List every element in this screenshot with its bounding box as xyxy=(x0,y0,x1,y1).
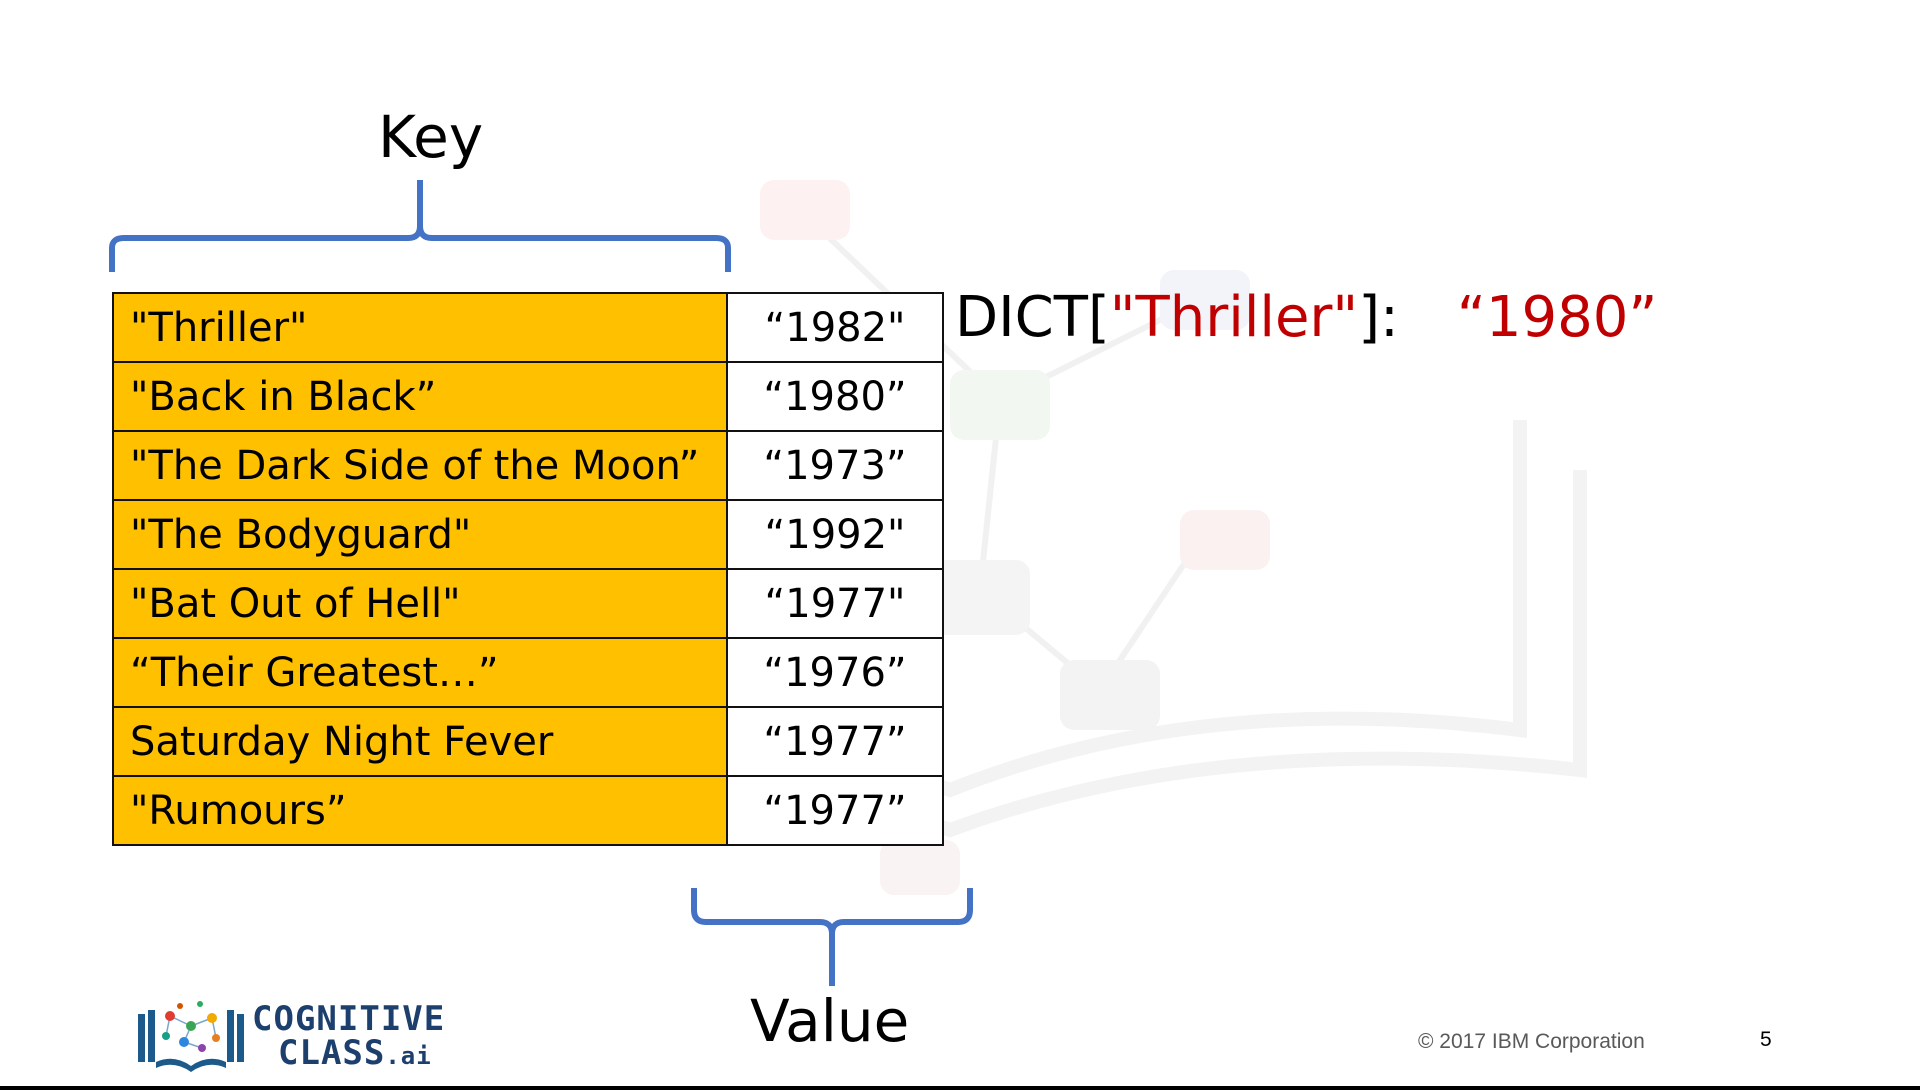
table-row: "The Bodyguard" “1992" xyxy=(112,499,944,570)
open-book-network-icon xyxy=(138,1001,244,1072)
key-cell: "Rumours” xyxy=(112,775,728,846)
dictionary-table: "Thriller" “1982" "Back in Black” “1980” "Th… xyxy=(112,292,944,846)
expression-key: "Thriller" xyxy=(1109,285,1359,350)
table-row: "The Dark Side of the Moon” “1973” xyxy=(112,430,944,501)
logo-line-1: COGNITIVE xyxy=(252,999,446,1039)
value-cell: “1973” xyxy=(726,430,944,501)
copyright-notice: © 2017 IBM Corporation xyxy=(1418,1030,1645,1053)
key-cell: "Back in Black” xyxy=(112,361,728,432)
dict-lookup-expression: DICT["Thriller"]: “1980” xyxy=(955,290,1657,346)
logo-suffix: .ai xyxy=(385,1042,432,1070)
value-cell: “1977" xyxy=(726,568,944,639)
key-label: Key xyxy=(378,103,484,171)
bottom-rule xyxy=(0,1086,1920,1090)
key-brace-icon xyxy=(109,180,731,272)
key-cell: "The Bodyguard" xyxy=(112,499,728,570)
key-cell: "The Dark Side of the Moon” xyxy=(112,430,728,501)
table-row: Saturday Night Fever “1977” xyxy=(112,706,944,777)
logo-line-2: CLASS.ai xyxy=(278,1036,432,1070)
value-cell: “1977” xyxy=(726,706,944,777)
value-cell: “1977” xyxy=(726,775,944,846)
table-row: “Their Greatest…” “1976” xyxy=(112,637,944,708)
value-label: Value xyxy=(750,987,910,1055)
key-cell: "Bat Out of Hell" xyxy=(112,568,728,639)
key-cell: Saturday Night Fever xyxy=(112,706,728,777)
table-row: "Thriller" “1982" xyxy=(112,292,944,363)
key-cell: "Thriller" xyxy=(112,292,728,363)
logo-line-2-text: CLASS xyxy=(278,1033,386,1073)
value-cell: “1982" xyxy=(726,292,944,363)
value-brace-icon xyxy=(691,888,973,986)
table-row: "Back in Black” “1980” xyxy=(112,361,944,432)
page-number: 5 xyxy=(1760,1028,1772,1051)
expression-result: “1980” xyxy=(1456,285,1658,350)
value-cell: “1980” xyxy=(726,361,944,432)
table-row: "Bat Out of Hell" “1977" xyxy=(112,568,944,639)
value-cell: “1992" xyxy=(726,499,944,570)
value-cell: “1976” xyxy=(726,637,944,708)
key-cell: “Their Greatest…” xyxy=(112,637,728,708)
table-row: "Rumours” “1977” xyxy=(112,775,944,846)
expression-prefix: DICT[ xyxy=(955,285,1110,350)
expression-suffix: ]: xyxy=(1358,285,1399,350)
